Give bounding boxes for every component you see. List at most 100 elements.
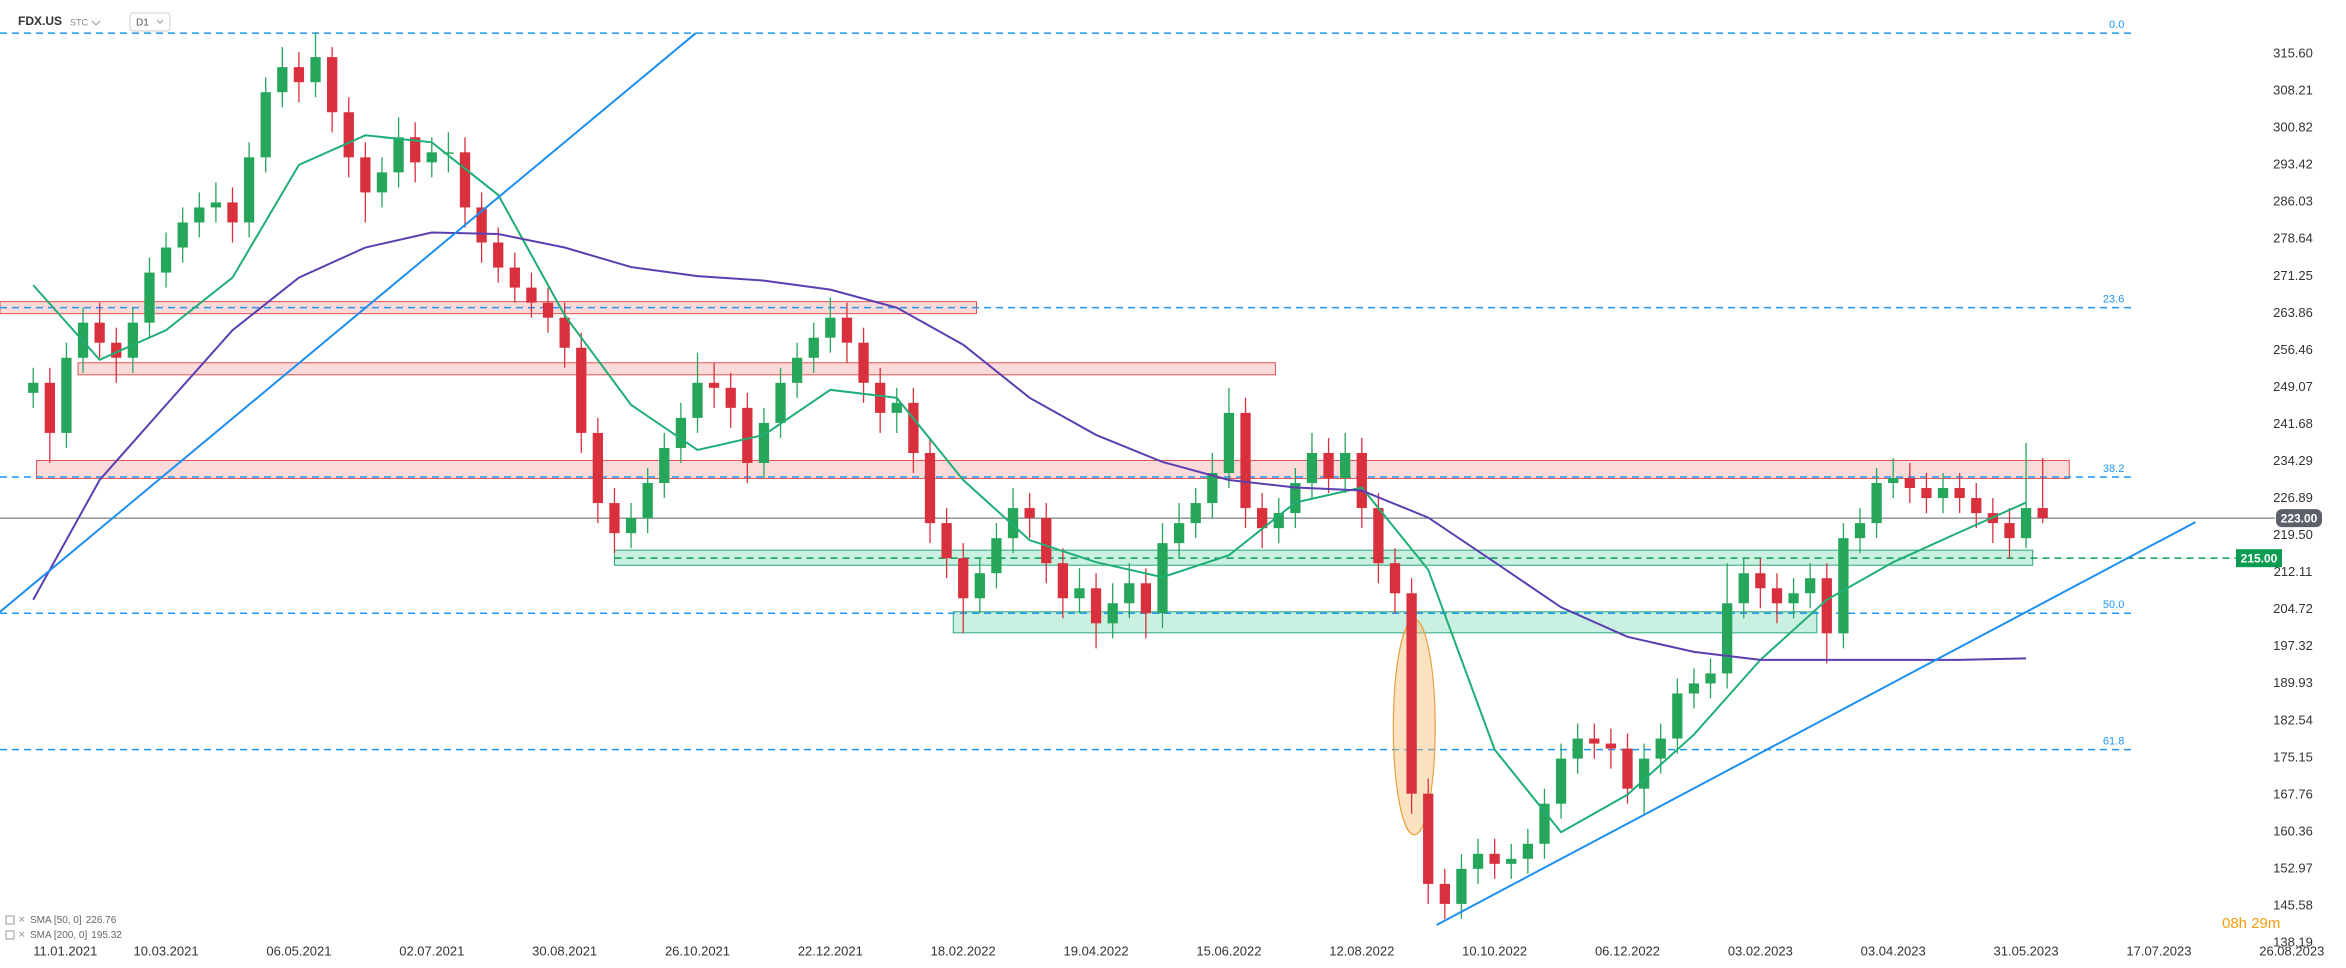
candle-body	[908, 402, 919, 453]
y-tick-label: 263.86	[2273, 305, 2313, 320]
countdown: 08h 29m	[2222, 915, 2280, 932]
candle-body	[576, 347, 587, 433]
y-tick-label: 234.29	[2273, 453, 2313, 468]
x-tick-label: 10.10.2022	[1462, 943, 1527, 958]
price-badge	[2236, 549, 2282, 568]
candle-body	[642, 483, 653, 519]
candle-body	[1904, 478, 1915, 489]
x-tick-label: 17.07.2023	[2126, 943, 2191, 958]
y-tick-label: 286.03	[2273, 194, 2313, 209]
candle-body	[1323, 452, 1334, 479]
y-tick-label: 226.89	[2273, 490, 2313, 505]
candle-body	[1140, 583, 1152, 614]
candle-body	[2020, 508, 2032, 539]
candle-body	[875, 382, 886, 413]
candle-body	[1721, 603, 1733, 674]
candle-body	[559, 317, 570, 348]
candle-body	[210, 202, 222, 208]
y-tick-label: 197.32	[2273, 638, 2313, 653]
price-badge-label: 215.00	[2241, 551, 2278, 565]
candle-body	[526, 287, 537, 303]
legend-close: ✕	[18, 929, 26, 939]
candle-body	[1240, 412, 1251, 509]
candle-body	[1074, 588, 1085, 599]
candle-body	[94, 322, 105, 343]
price-badge-label: 223.00	[2281, 511, 2318, 525]
candle-body	[891, 402, 902, 413]
candle-body	[376, 172, 388, 193]
trendline	[0, 32, 697, 613]
y-tick-label: 152.97	[2273, 860, 2313, 875]
candle-body	[177, 222, 188, 248]
candle-body	[410, 137, 421, 163]
interval-box[interactable]	[129, 12, 171, 32]
candle-body	[194, 207, 205, 223]
candle-body	[1589, 738, 1600, 744]
candle-body	[1622, 748, 1633, 789]
candle-body	[1423, 793, 1434, 884]
y-tick-label: 256.46	[2273, 342, 2313, 357]
candle-body	[293, 67, 305, 83]
candle-body	[542, 302, 554, 318]
candle-body	[1124, 583, 1135, 604]
candle-body	[625, 518, 637, 534]
fib-label: 0.0	[2109, 19, 2124, 31]
y-tick-label: 293.42	[2273, 157, 2313, 172]
dropdown-arrow	[91, 20, 101, 26]
candle-body	[1456, 868, 1467, 904]
candle-body	[1173, 523, 1185, 544]
sma-line	[32, 134, 2027, 834]
zone	[952, 611, 1818, 634]
candle-body	[443, 152, 454, 154]
candle-body	[1057, 563, 1069, 599]
x-tick-label: 19.04.2022	[1064, 943, 1129, 958]
candle-body	[1190, 503, 1201, 524]
legend-value: 195.32	[91, 930, 122, 941]
candle-body	[1007, 508, 1019, 539]
y-tick-label: 145.58	[2273, 897, 2313, 912]
symbol[interactable]: FDX.US	[18, 14, 62, 28]
candle-body	[1207, 473, 1218, 504]
candle-body	[61, 357, 72, 433]
candle-body	[1688, 683, 1700, 694]
y-tick-label: 300.82	[2273, 120, 2313, 135]
candle-body	[459, 152, 471, 208]
candle-body	[260, 92, 271, 158]
y-tick-label: 271.25	[2273, 268, 2313, 283]
y-tick-label: 204.72	[2273, 601, 2313, 616]
candle-body	[493, 242, 504, 268]
candle-body	[924, 452, 936, 524]
candle-body	[2037, 508, 2048, 519]
x-tick-label: 18.02.2022	[931, 943, 996, 958]
dropdown-arrow	[156, 19, 164, 24]
x-tick-label: 26.08.2023	[2259, 943, 2324, 958]
candle-body	[1373, 508, 1384, 564]
zone	[36, 459, 2070, 480]
candle-body	[227, 202, 238, 223]
candle-body	[1705, 673, 1716, 684]
candle-body	[1805, 578, 1816, 594]
y-tick-label: 160.36	[2273, 823, 2313, 838]
candle-body	[127, 322, 139, 358]
x-tick-label: 12.08.2022	[1329, 943, 1394, 958]
candle-body	[144, 272, 155, 323]
legend-close: ✕	[18, 914, 26, 924]
legend-entry: SMA [200, 0] 195.32	[30, 930, 122, 941]
interval[interactable]: D1	[136, 18, 149, 29]
candle-body	[1090, 588, 1102, 624]
candle-body	[1572, 738, 1583, 759]
candle-body	[808, 337, 819, 358]
sma-line	[32, 231, 2027, 661]
candle-body	[509, 267, 520, 288]
zone	[77, 362, 1276, 376]
candle-body	[1489, 853, 1500, 864]
x-tick-label: 10.03.2021	[134, 943, 199, 958]
candle-body	[725, 387, 736, 408]
candle-body	[28, 382, 39, 393]
candle-body	[1638, 758, 1650, 789]
candle-body	[326, 57, 338, 113]
candle-body	[1306, 452, 1318, 484]
candle-body	[277, 67, 288, 93]
